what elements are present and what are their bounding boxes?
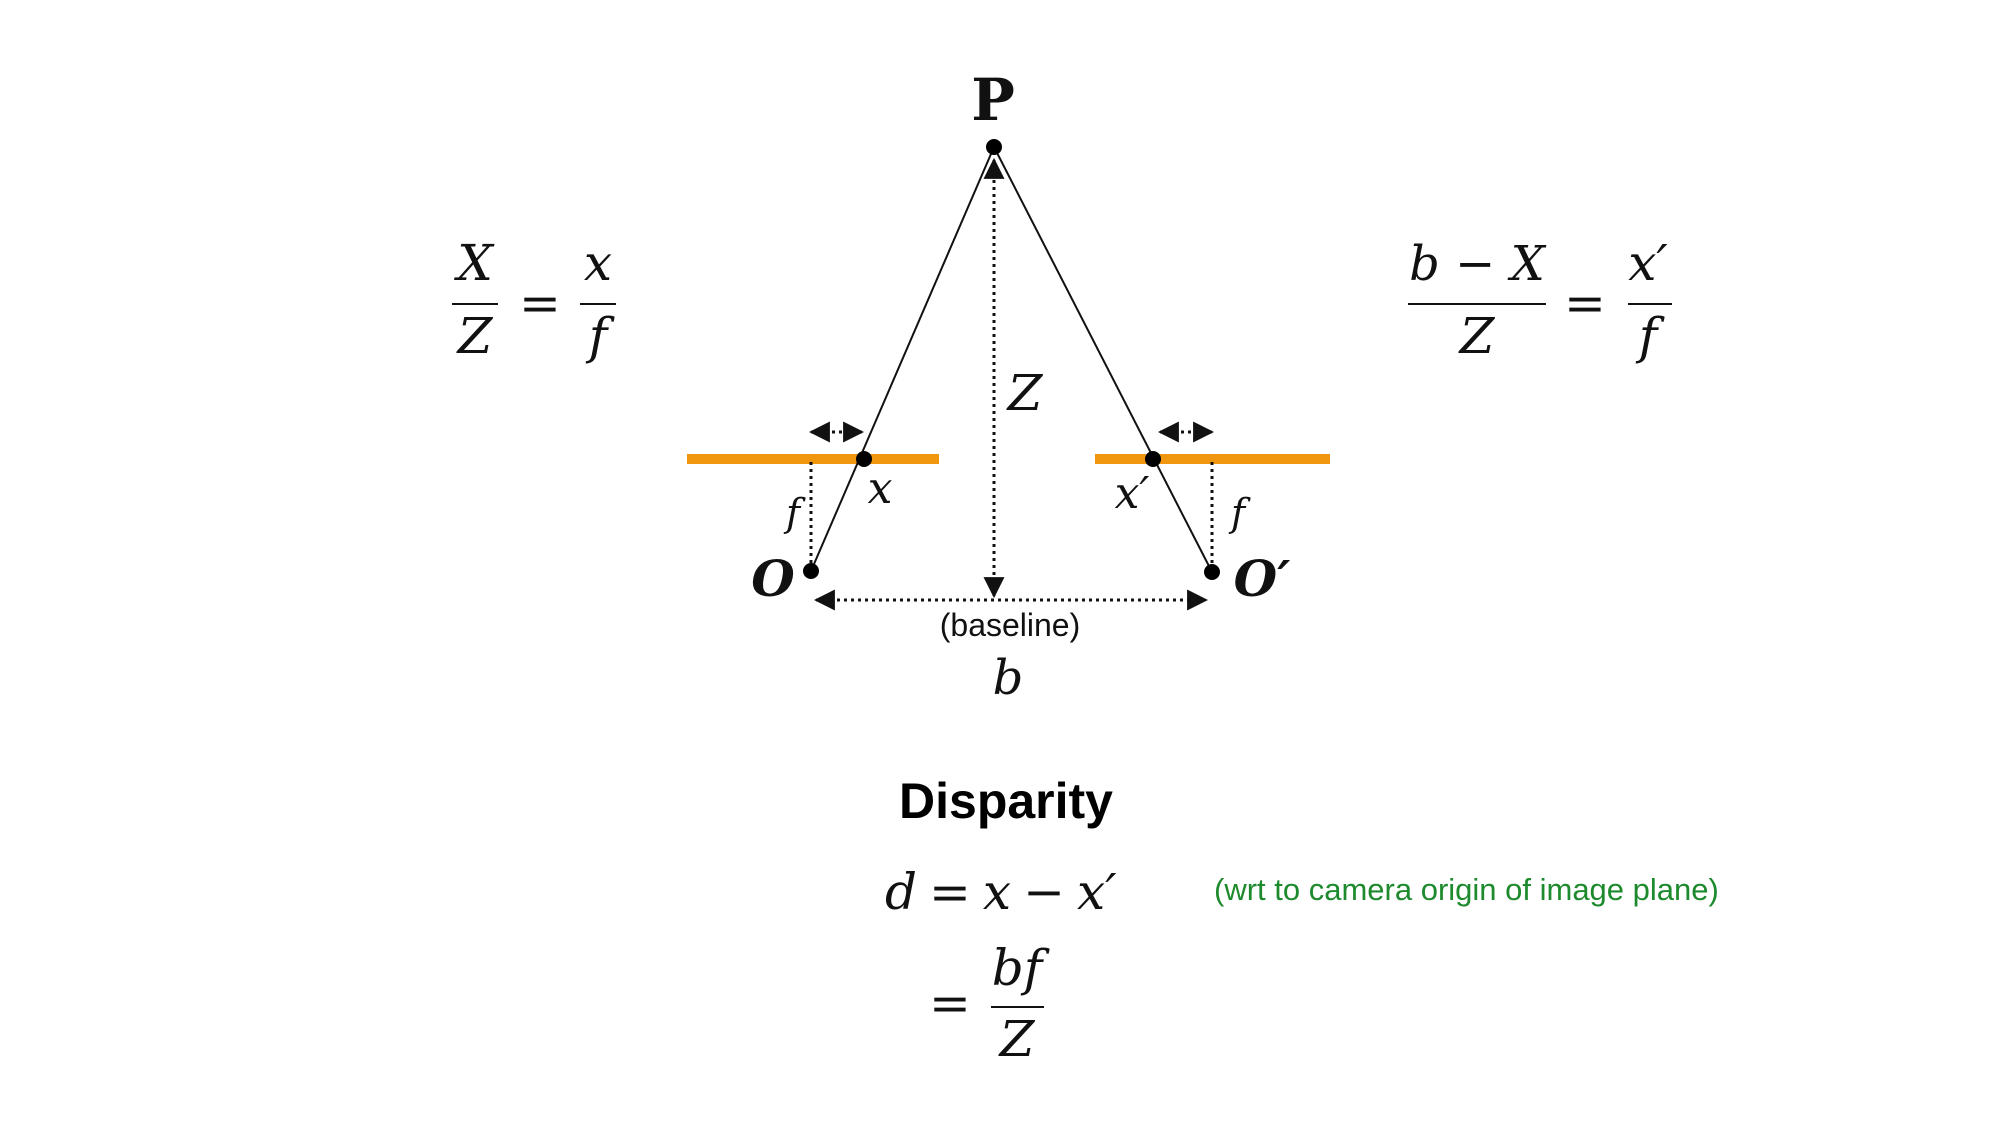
left-eq-num-left: X bbox=[453, 234, 495, 292]
left-eq-den-left: Z bbox=[456, 307, 494, 365]
disparity-line1: d = x − x′ bbox=[885, 863, 1117, 921]
left-image-point bbox=[856, 451, 872, 467]
right-image-point bbox=[1145, 451, 1161, 467]
right-focal-label: f bbox=[1228, 491, 1251, 535]
left-image-label: x bbox=[868, 463, 893, 514]
left-ray bbox=[810, 146, 995, 572]
baseline-caption: (baseline) bbox=[940, 607, 1081, 643]
disparity-line2-equals: = bbox=[929, 974, 971, 1032]
left-eq-den-right: f bbox=[585, 307, 615, 365]
right-eq-den-left: Z bbox=[1458, 307, 1496, 365]
point-p-label: P bbox=[971, 66, 1015, 134]
left-equation: X Z = x f bbox=[452, 234, 616, 365]
disparity-line2-den: Z bbox=[998, 1010, 1036, 1068]
depth-label: Z bbox=[1006, 364, 1044, 422]
left-eq-equals: = bbox=[519, 274, 561, 332]
stereo-diagram: P Z x x′ f f O O′ (baseline) b bbox=[687, 66, 1330, 706]
right-origin-label: O′ bbox=[1234, 549, 1291, 608]
right-ray bbox=[993, 146, 1213, 573]
disparity-title: Disparity bbox=[899, 773, 1113, 829]
left-camera-center bbox=[803, 563, 819, 579]
left-origin-label: O bbox=[751, 549, 795, 608]
disparity-section: Disparity d = x − x′ (wrt to camera origin o… bbox=[885, 773, 1719, 1068]
right-eq-num-left: b − X bbox=[1409, 236, 1546, 292]
right-eq-den-right: f bbox=[1635, 307, 1665, 365]
disparity-line2-num: bf bbox=[992, 939, 1050, 997]
right-eq-num-right: x′ bbox=[1628, 234, 1668, 292]
baseline-label: b bbox=[993, 650, 1024, 706]
disparity-note: (wrt to camera origin of image plane) bbox=[1214, 872, 1719, 907]
point-p bbox=[986, 139, 1002, 155]
right-equation: b − X Z = x′ f bbox=[1408, 234, 1672, 365]
right-image-label: x′ bbox=[1115, 468, 1150, 519]
left-focal-label: f bbox=[783, 491, 806, 535]
left-eq-num-right: x bbox=[584, 234, 612, 292]
right-eq-equals: = bbox=[1564, 274, 1606, 332]
right-camera-center bbox=[1204, 564, 1220, 580]
